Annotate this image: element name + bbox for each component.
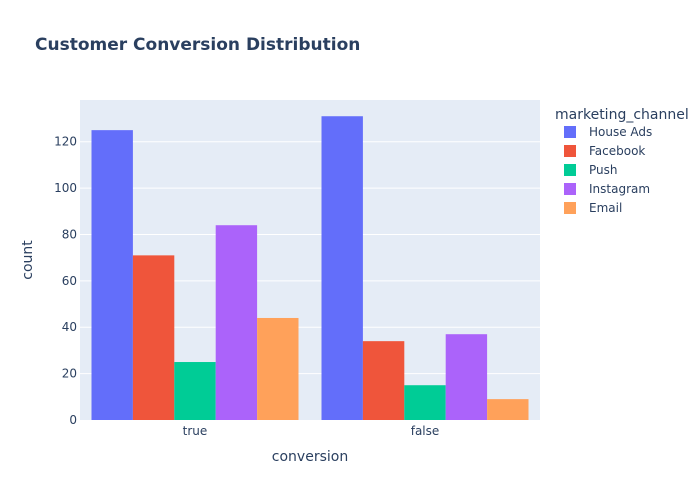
bar-facebook-false: [362, 341, 405, 420]
legend-title: marketing_channel: [555, 107, 689, 123]
x-tick-label: false: [411, 424, 440, 438]
bar-instagram-true: [215, 225, 258, 420]
chart-title: Customer Conversion Distribution: [35, 35, 360, 55]
bar-email-true: [257, 317, 299, 420]
legend-swatch: [564, 183, 576, 195]
bar-house-ads-false: [321, 116, 363, 421]
legend: marketing_channel House Ads Facebook Push I…: [555, 107, 689, 215]
y-tick-label: 120: [54, 135, 77, 149]
legend-swatch: [564, 164, 576, 176]
legend-label: House Ads: [589, 125, 652, 139]
x-axis-ticks: true false: [183, 424, 440, 438]
legend-swatch: [564, 126, 576, 138]
y-tick-label: 100: [54, 181, 77, 195]
bar-push-true: [174, 362, 216, 420]
legend-label: Facebook: [589, 144, 645, 158]
legend-label: Push: [589, 163, 618, 177]
legend-items: House Ads Facebook Push Instagram Email: [564, 125, 652, 215]
bar-facebook-true: [132, 255, 175, 420]
legend-label: Email: [589, 201, 622, 215]
y-axis-ticks: 0 20 40 60 80 100 120: [54, 135, 77, 427]
x-axis-title: conversion: [272, 449, 348, 465]
bar-instagram-false: [445, 334, 488, 420]
bars: [91, 116, 529, 421]
y-tick-label: 20: [62, 367, 77, 381]
legend-label: Instagram: [589, 182, 650, 196]
y-tick-label: 60: [62, 274, 77, 288]
y-tick-label: 0: [69, 413, 77, 427]
bar-email-false: [487, 399, 529, 420]
y-axis-title: count: [20, 240, 36, 280]
legend-swatch: [564, 202, 576, 214]
x-tick-label: true: [183, 424, 208, 438]
bar-house-ads-true: [91, 130, 133, 420]
bar-push-false: [404, 385, 446, 420]
y-tick-label: 40: [62, 320, 77, 334]
y-tick-label: 80: [62, 227, 77, 241]
legend-swatch: [564, 145, 576, 157]
